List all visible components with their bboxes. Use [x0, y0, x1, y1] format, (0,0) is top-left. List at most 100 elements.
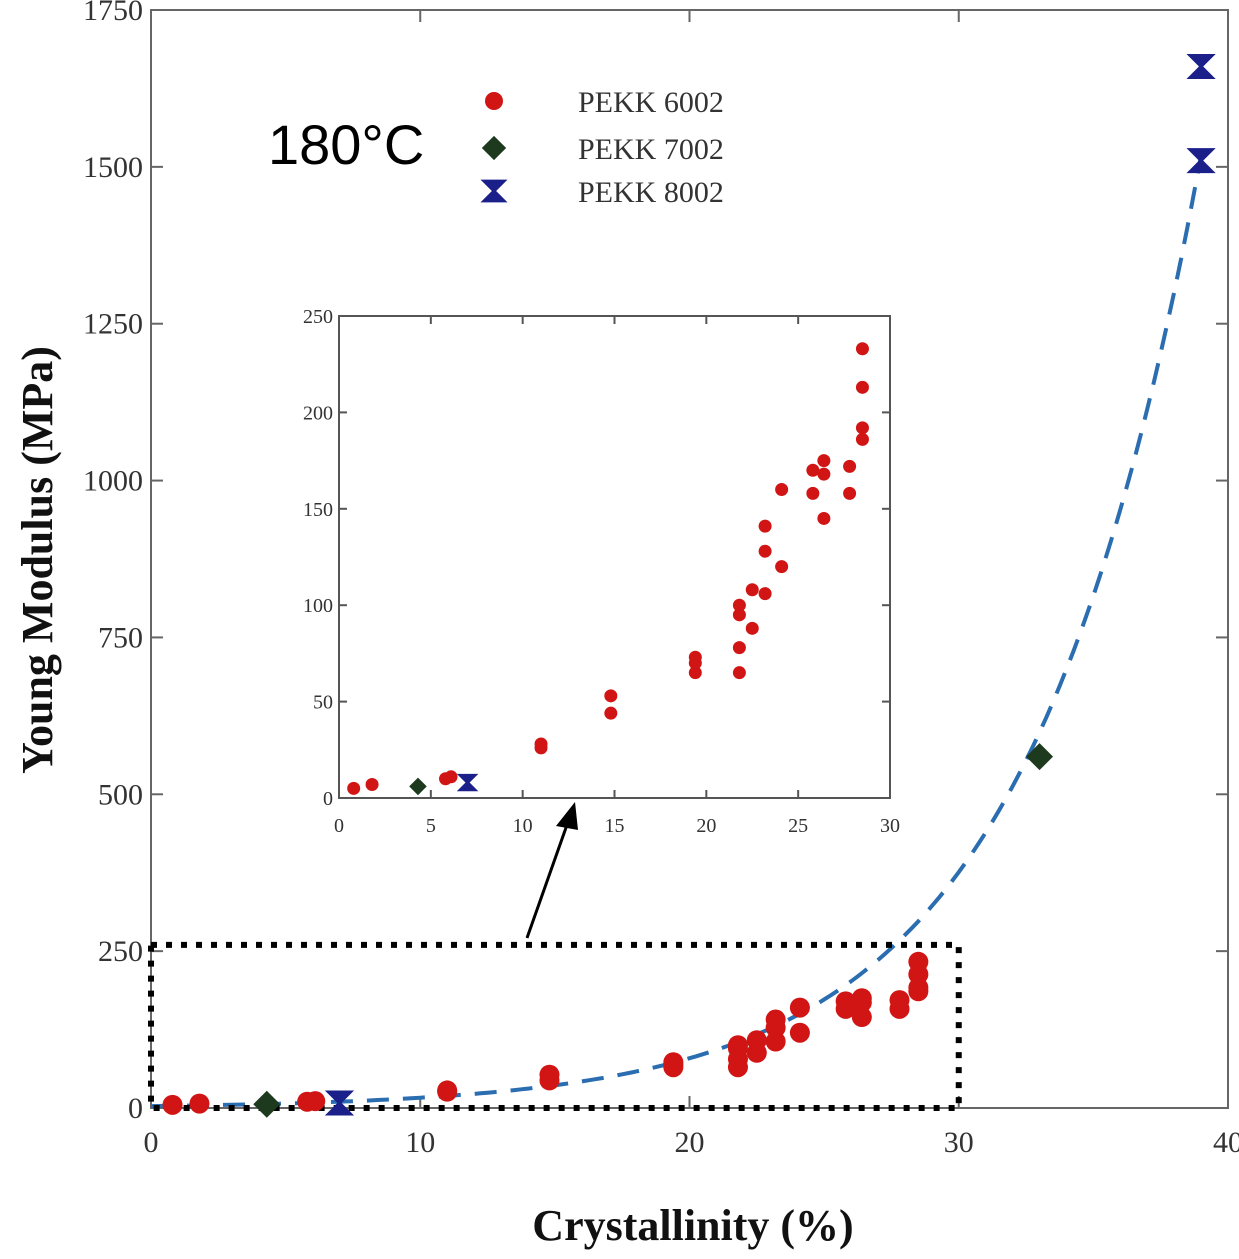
inset-y-tick-label: 100 — [303, 595, 333, 617]
legend-label-pekk-8002: PEKK 8002 — [578, 176, 724, 209]
inset-y-tick-label: 50 — [313, 692, 333, 714]
inset-y-tick-label: 200 — [303, 402, 333, 424]
inset-x-tick-label: 30 — [880, 815, 900, 837]
pekk-6002-point — [789, 997, 810, 1018]
inset-pekk-6002-point — [855, 380, 869, 394]
legend-marker-pekk-7002 — [481, 135, 507, 161]
inset-pekk-6002-point — [817, 454, 831, 468]
inset-pekk-6002-point — [855, 421, 869, 435]
inset-x-tick-label: 5 — [426, 815, 436, 837]
inset-pekk-6002-point — [806, 463, 820, 477]
inset-pekk-6002-point — [347, 781, 361, 795]
inset-pekk-6002-point — [758, 544, 772, 558]
legend-label-pekk-7002: PEKK 7002 — [578, 133, 724, 166]
pekk-6002-point — [539, 1064, 560, 1085]
inset-pekk-6002-point — [732, 666, 746, 680]
zoom-arrow-head — [556, 802, 578, 830]
x-axis-title: Crystallinity (%) — [532, 1201, 853, 1250]
inset-pekk-6002-point — [855, 342, 869, 356]
inset-x-tick-label: 15 — [605, 815, 625, 837]
pekk-6002-point — [663, 1052, 684, 1073]
x-tick-label: 20 — [675, 1126, 705, 1159]
inset-pekk-6002-point — [843, 486, 857, 500]
inset-pekk-6002-point — [688, 666, 702, 680]
temperature-annotation: 180°C — [268, 113, 424, 176]
legend-label-pekk-6002: PEKK 6002 — [578, 86, 724, 119]
zoom-arrow-line — [525, 821, 570, 939]
data-points-layer — [162, 53, 1216, 1118]
legend: PEKK 6002 PEKK 7002 PEKK 8002 — [480, 86, 724, 209]
inset-x-tick-label: 10 — [513, 815, 533, 837]
zoom-box-layer — [148, 941, 962, 1112]
pekk-6002-point — [789, 1022, 810, 1043]
inset-pekk-6002-point — [604, 706, 618, 720]
inset-pekk-6002-point — [534, 737, 548, 751]
y-tick-label: 250 — [98, 935, 143, 968]
inset-pekk-6002-point — [758, 587, 772, 601]
inset-pekk-6002-point — [758, 519, 772, 533]
legend-marker-pekk-8002 — [480, 179, 508, 203]
y-tick-label: 750 — [98, 621, 143, 654]
pekk-6002-point — [835, 991, 856, 1012]
y-tick-label: 500 — [98, 778, 143, 811]
pekk-7002-point — [1026, 743, 1054, 771]
pekk-8002-point — [1186, 53, 1216, 79]
pekk-8002-point — [1186, 148, 1216, 174]
pekk-6002-point — [851, 1007, 872, 1028]
x-tick-label: 0 — [144, 1126, 159, 1159]
inset-pekk-6002-point — [806, 486, 820, 500]
y-axis-title: Young Modulus (MPa) — [13, 346, 62, 774]
pekk-6002-point — [746, 1030, 767, 1051]
inset-pekk-6002-point — [775, 560, 789, 574]
inset-pekk-6002-point — [745, 621, 759, 635]
inset-pekk-6002-point — [732, 598, 746, 612]
pekk-6002-point — [851, 988, 872, 1009]
inset-pekk-6002-point — [732, 608, 746, 622]
inset-x-tick-label: 25 — [788, 815, 808, 837]
pekk-8002-point — [324, 1090, 355, 1116]
inset-pekk-6002-point — [843, 459, 857, 473]
pekk-6002-point — [305, 1091, 326, 1112]
zoom-arrow-layer — [525, 802, 578, 939]
pekk-6002-point — [889, 990, 910, 1011]
y-tick-label: 1000 — [83, 465, 143, 498]
pekk-7002-point — [253, 1090, 281, 1118]
inset-y-tick-label: 150 — [303, 499, 333, 521]
pekk-6002-point — [189, 1093, 210, 1114]
inset-x-tick-label: 0 — [334, 815, 344, 837]
pekk-6002-point — [437, 1080, 458, 1101]
inset-pekk-7002-point — [409, 777, 427, 796]
x-tick-label: 10 — [405, 1126, 435, 1159]
inset-x-tick-label: 20 — [696, 815, 716, 837]
inset-pekk-6002-point — [732, 641, 746, 655]
inset-pekk-6002-point — [444, 770, 458, 784]
inset-pekk-6002-point — [688, 650, 702, 664]
inset-pekk-8002-point — [456, 773, 479, 792]
x-tick-label: 30 — [944, 1126, 974, 1159]
y-tick-label: 1750 — [83, 0, 143, 27]
pekk-6002-point — [765, 1009, 786, 1030]
inset-pekk-6002-point — [817, 467, 831, 481]
legend-marker-pekk-6002 — [485, 92, 503, 110]
inset-y-tick-label: 0 — [323, 788, 333, 810]
inset-pekk-6002-point — [745, 583, 759, 597]
inset-pekk-6002-point — [365, 778, 379, 792]
x-tick-label: 40 — [1213, 1126, 1239, 1159]
y-tick-label: 1500 — [83, 151, 143, 184]
pekk-6002-point — [765, 1031, 786, 1052]
pekk-6002-point — [727, 1035, 748, 1056]
pekk-6002-point — [908, 951, 929, 972]
zoom-region-box — [148, 941, 962, 1112]
inset-pekk-6002-point — [775, 483, 789, 497]
pekk-6002-point — [162, 1094, 183, 1115]
inset-pekk-6002-point — [817, 511, 831, 525]
inset-chart: 0 5 10 15 20 25 30 0 50 100 150 200 250 — [303, 306, 900, 837]
inset-plot-area — [338, 315, 891, 799]
inset-y-tick-label: 250 — [303, 306, 333, 328]
y-tick-label: 1250 — [83, 308, 143, 341]
y-tick-label: 0 — [128, 1092, 143, 1125]
inset-pekk-6002-point — [855, 432, 869, 446]
